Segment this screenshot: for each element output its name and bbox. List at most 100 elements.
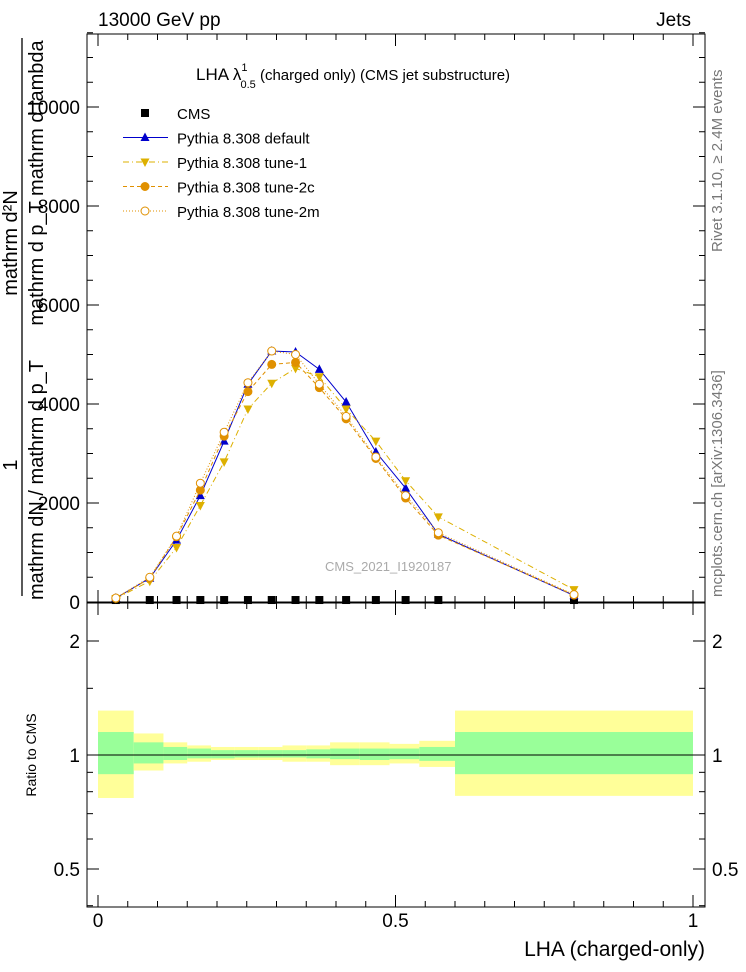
analysis-watermark: CMS_2021_I1920187 xyxy=(325,559,452,574)
header-left: 13000 GeV pp xyxy=(98,10,221,31)
ratio-y-tick-label-right: 1 xyxy=(712,746,723,767)
ylabel-prefactor: 1 xyxy=(0,459,22,470)
cms-data-point xyxy=(315,596,324,605)
cms-data-point xyxy=(342,596,351,605)
cms-data-point xyxy=(243,596,252,605)
legend-label: CMS xyxy=(177,106,210,123)
legend-entry-tune2c: Pythia 8.308 tune-2c xyxy=(123,180,315,197)
point-tune2c xyxy=(267,359,277,369)
ratio-band-inner xyxy=(455,732,693,775)
ratio-band-inner xyxy=(359,748,390,761)
ratio-y-tick-label: 2 xyxy=(69,632,80,653)
point-tune2m xyxy=(111,593,121,603)
y-tick-label: 6000 xyxy=(38,296,80,317)
x-tick-label: 0 xyxy=(93,911,104,932)
ratio-bands xyxy=(98,710,693,798)
legend-entry-tune1: Pythia 8.308 tune-1 xyxy=(123,155,307,172)
mcplots-label: mcplots.cern.ch [arXiv:1306.3436] xyxy=(709,370,726,597)
legend-entry-data: CMS xyxy=(141,106,210,123)
ratio-y-tick-label-right: 0.5 xyxy=(712,860,738,881)
legend-marker xyxy=(140,132,150,141)
legend-marker xyxy=(140,182,150,191)
cms-data-point xyxy=(267,596,276,605)
axis-ticks: 0 0.5 1 0 2000 4000 6000 8000 10000 0.5 0.5 1 1 2 2 xyxy=(27,32,738,932)
point-tune2c xyxy=(243,387,253,397)
title-sup: 1 xyxy=(241,62,247,74)
point-tune2m xyxy=(371,452,381,462)
point-default xyxy=(195,490,205,500)
series-layer xyxy=(111,346,579,605)
ratio-y-tick-label: 0.5 xyxy=(54,860,80,881)
point-tune2m xyxy=(569,590,579,600)
legend-label: Pythia 8.308 tune-2c xyxy=(177,180,315,197)
upper-ylabel: mathrm d²N mathrm d p_T mathrm d lambda … xyxy=(0,38,48,600)
cms-data-point xyxy=(570,596,578,605)
x-axis-label: LHA (charged-only) xyxy=(524,938,705,961)
point-tune1 xyxy=(243,405,253,414)
point-tune1 xyxy=(371,437,381,447)
series-line-default xyxy=(115,350,575,599)
point-default xyxy=(341,397,351,406)
point-tune2m xyxy=(145,572,155,582)
point-tune2m xyxy=(267,346,277,356)
ratio-band-inner xyxy=(163,746,188,761)
cms-data-point xyxy=(371,596,380,605)
point-tune1 xyxy=(433,513,443,522)
ratio-ylabel: Ratio to CMS xyxy=(23,713,39,796)
point-tune1 xyxy=(341,405,351,414)
ratio-band-inner xyxy=(389,748,420,760)
y-tick-label: 10000 xyxy=(27,98,80,119)
point-tune1 xyxy=(401,477,411,486)
legend-marker xyxy=(141,109,149,117)
point-tune2m xyxy=(195,478,205,488)
series-tune1 xyxy=(111,364,579,604)
series-tune2m xyxy=(111,346,579,603)
chart-title: LHA λ1 0.5 (charged only) (CMS jet substr… xyxy=(196,62,510,91)
cms-data-point xyxy=(145,596,154,605)
ratio-band-inner xyxy=(282,750,307,758)
ratio-band-inner xyxy=(98,732,134,775)
cms-data-point xyxy=(434,596,443,605)
point-tune2m xyxy=(341,411,351,421)
ratio-band-inner xyxy=(187,748,212,759)
point-tune2m xyxy=(291,350,301,359)
cms-data-point xyxy=(401,596,410,605)
point-tune2m xyxy=(243,378,253,388)
ratio-band-inner xyxy=(133,742,164,764)
series-line-tune2c xyxy=(115,361,575,599)
legend-label: Pythia 8.308 tune-2m xyxy=(177,204,320,221)
cms-data-point xyxy=(196,596,205,605)
rivet-label: Rivet 3.1.10, ≥ 2.4M events xyxy=(709,70,726,253)
legend-entry-tune2m: Pythia 8.308 tune-2m xyxy=(123,204,320,221)
point-tune2m xyxy=(219,427,229,437)
y-tick-label: 8000 xyxy=(38,197,80,218)
y-tick-label: 2000 xyxy=(38,494,80,515)
y-tick-label: 0 xyxy=(69,593,80,614)
ratio-y-tick-label: 1 xyxy=(69,746,80,767)
title-sub: 0.5 xyxy=(240,79,255,91)
point-tune1 xyxy=(267,379,277,389)
title-prefix: LHA λ xyxy=(196,65,242,84)
legend: CMS Pythia 8.308 default Pythia 8.308 tune… xyxy=(123,106,320,221)
cms-data-point xyxy=(220,596,229,605)
ylabel-denominator: mathrm dN / mathrm d p_T xyxy=(26,360,48,600)
series-line-tune1 xyxy=(115,367,575,599)
point-tune1 xyxy=(291,364,301,374)
ylabel-numerator: mathrm d²N xyxy=(0,190,22,296)
ratio-band-inner xyxy=(419,746,455,761)
ratio-band-inner xyxy=(330,748,360,760)
point-tune2c xyxy=(291,357,301,367)
title-suffix: (charged only) (CMS jet substructure) xyxy=(256,67,510,84)
point-tune1 xyxy=(219,458,229,467)
legend-label: Pythia 8.308 default xyxy=(177,131,310,148)
cms-data-point xyxy=(291,596,300,605)
ratio-band-inner xyxy=(234,750,259,758)
point-tune2m xyxy=(172,531,182,541)
legend-marker xyxy=(140,158,150,167)
x-tick-label: 0.5 xyxy=(382,911,408,932)
y-tick-label: 4000 xyxy=(38,395,80,416)
point-default xyxy=(314,364,324,373)
x-tick-label: 1 xyxy=(688,911,699,932)
cms-data-point xyxy=(172,596,181,605)
